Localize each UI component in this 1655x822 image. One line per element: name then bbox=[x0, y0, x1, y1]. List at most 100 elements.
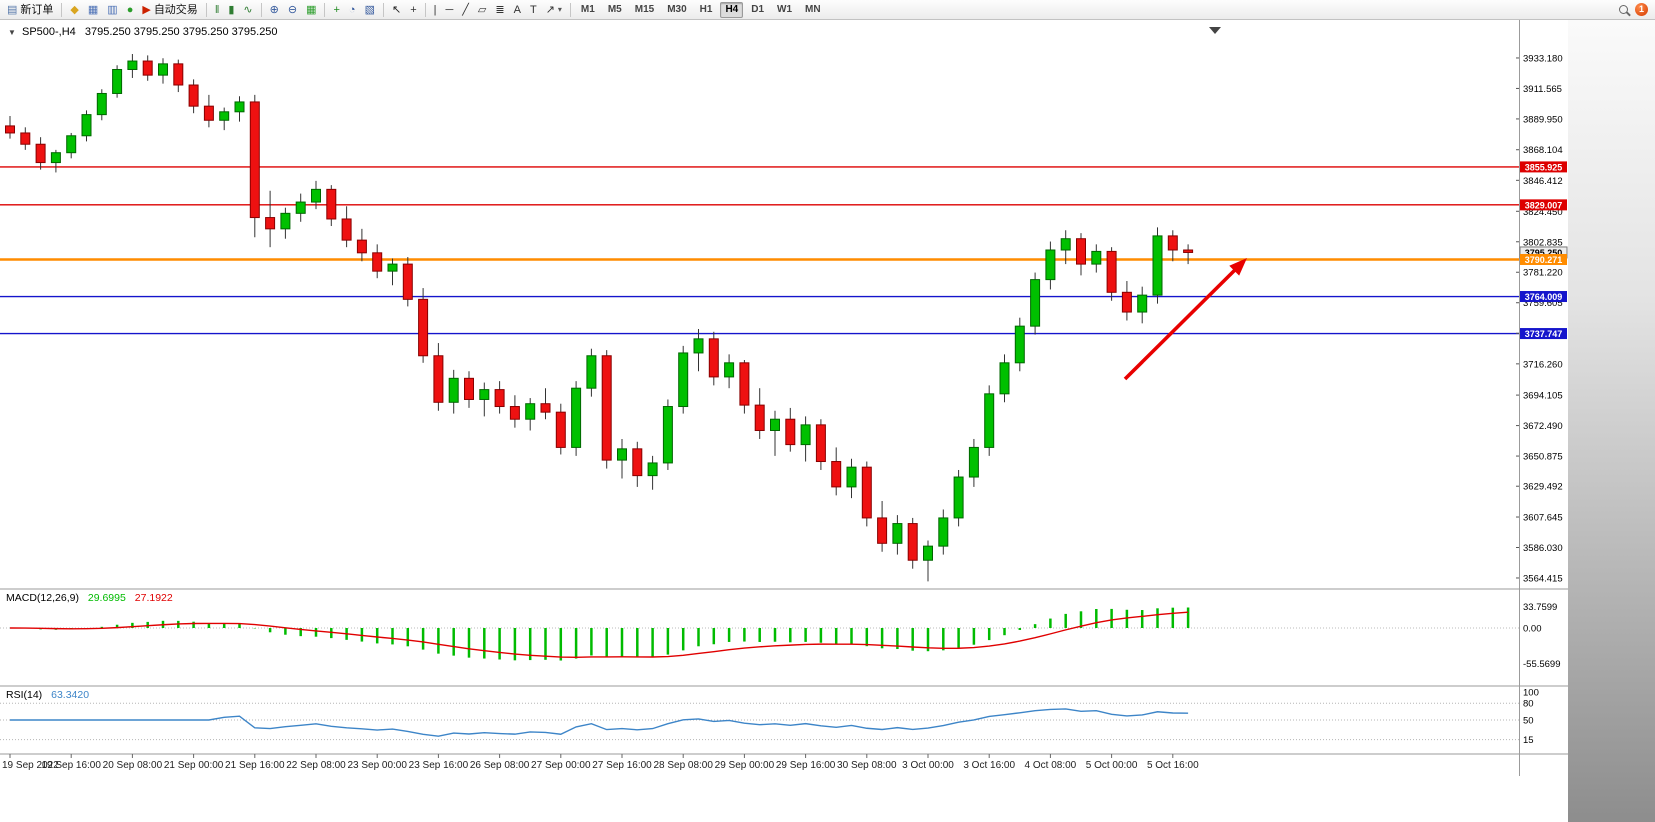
chart-shift-marker-icon[interactable] bbox=[1209, 27, 1221, 34]
objects-button[interactable]: ▧ bbox=[361, 1, 379, 19]
price-level-badge: 3737.747 bbox=[1520, 328, 1567, 340]
vertical-line-button[interactable]: | bbox=[430, 1, 441, 19]
channel-button[interactable]: ▱ bbox=[474, 1, 490, 19]
tile-windows-button[interactable]: ▦ bbox=[302, 1, 320, 19]
market-watch-button[interactable]: ◆ bbox=[66, 1, 82, 19]
svg-text:-55.5699: -55.5699 bbox=[1523, 659, 1561, 670]
svg-text:3824.450: 3824.450 bbox=[1523, 207, 1563, 218]
svg-text:3759.605: 3759.605 bbox=[1523, 298, 1563, 309]
svg-text:3564.415: 3564.415 bbox=[1523, 573, 1563, 584]
svg-text:4 Oct 08:00: 4 Oct 08:00 bbox=[1025, 760, 1077, 771]
svg-text:23 Sep 16:00: 23 Sep 16:00 bbox=[409, 760, 469, 771]
chart-window: 3933.180 3911.565 3889.950 3868.104 3846.412… bbox=[0, 20, 1655, 822]
textbox-button[interactable]: T bbox=[526, 1, 541, 19]
svg-text:5 Oct 00:00: 5 Oct 00:00 bbox=[1086, 760, 1138, 771]
market-watch-icon: ◆ bbox=[70, 3, 79, 16]
timeframe-d1-button[interactable]: D1 bbox=[751, 3, 765, 15]
navigator-button[interactable]: ▦ bbox=[84, 1, 102, 19]
macd-indicator-label: MACD(12,26,9) 29.6995 27.1922 bbox=[6, 592, 179, 604]
text-label-button[interactable]: A bbox=[510, 1, 525, 19]
candlesticks bbox=[5, 53, 1194, 582]
timeframe-h4-button[interactable]: H4 bbox=[720, 1, 744, 18]
autotrading-button[interactable]: ▶ 自动交易 bbox=[138, 1, 201, 19]
svg-text:20 Sep 08:00: 20 Sep 08:00 bbox=[103, 760, 163, 771]
svg-text:23 Sep 00:00: 23 Sep 00:00 bbox=[347, 760, 407, 771]
svg-text:33.7599: 33.7599 bbox=[1523, 602, 1557, 613]
svg-text:0.00: 0.00 bbox=[1523, 624, 1542, 635]
chart-collapse-icon[interactable]: ▼ bbox=[8, 28, 16, 37]
svg-text:21 Sep 16:00: 21 Sep 16:00 bbox=[225, 760, 285, 771]
indicators-button[interactable]: + bbox=[329, 1, 343, 19]
arrows-tool-button[interactable]: ↗ ▾ bbox=[542, 1, 566, 19]
line-chart-icon: ∿ bbox=[243, 3, 253, 16]
timeframe-toolbar: M1 M5 M15 M30 H1 H4 D1 W1 MN bbox=[575, 1, 827, 18]
cursor-icon: ↖ bbox=[391, 3, 402, 16]
strategy-tester-button[interactable]: ● bbox=[123, 1, 138, 19]
trendline-button[interactable]: ╱ bbox=[458, 1, 473, 19]
rsi-line bbox=[10, 708, 1189, 737]
svg-text:3846.412: 3846.412 bbox=[1523, 176, 1563, 187]
chart-ohlc-values: 3795.250 3795.250 3795.250 3795.250 bbox=[84, 26, 278, 38]
chart-symbol-timeframe: SP500-,H4 bbox=[21, 26, 76, 38]
textbox-icon: T bbox=[529, 3, 537, 16]
svg-text:3586.030: 3586.030 bbox=[1523, 543, 1563, 554]
trend-arrow-annotation[interactable] bbox=[1123, 258, 1247, 381]
svg-text:28 Sep 08:00: 28 Sep 08:00 bbox=[653, 760, 713, 771]
timeframe-m5-button[interactable]: M5 bbox=[607, 3, 622, 15]
fibonacci-icon: ≣ bbox=[495, 3, 505, 16]
svg-text:27 Sep 00:00: 27 Sep 00:00 bbox=[531, 760, 591, 771]
zoom-out-button[interactable]: ⊖ bbox=[284, 1, 301, 19]
horizontal-line-button[interactable]: ─ bbox=[442, 1, 458, 19]
svg-text:30 Sep 08:00: 30 Sep 08:00 bbox=[837, 760, 897, 771]
svg-text:3868.104: 3868.104 bbox=[1523, 145, 1563, 156]
tile-windows-icon: ▦ bbox=[306, 3, 317, 16]
bar-chart-button[interactable]: ‖ bbox=[211, 1, 224, 19]
crosshair-icon: + bbox=[410, 3, 417, 16]
indicators-icon: + bbox=[333, 3, 340, 16]
new-order-button[interactable]: ▤ 新订单 bbox=[3, 1, 57, 19]
timeframe-m30-button[interactable]: M30 bbox=[667, 3, 687, 15]
search-icon[interactable] bbox=[1619, 5, 1628, 14]
macd-main-value: 29.6995 bbox=[87, 592, 126, 604]
channel-icon: ▱ bbox=[477, 3, 487, 16]
zoom-in-button[interactable]: ⊕ bbox=[266, 1, 283, 19]
timeframe-mn-button[interactable]: MN bbox=[805, 3, 821, 15]
line-chart-button[interactable]: ∿ bbox=[239, 1, 256, 19]
notification-badge[interactable]: 1 bbox=[1635, 3, 1648, 16]
chart-canvas[interactable]: 3933.180 3911.565 3889.950 3868.104 3846.412… bbox=[0, 20, 1655, 822]
window-edge-strip bbox=[1568, 20, 1655, 822]
timeframe-m15-button[interactable]: M15 bbox=[634, 3, 655, 15]
svg-text:3790.271: 3790.271 bbox=[1525, 255, 1563, 265]
svg-text:100: 100 bbox=[1523, 688, 1539, 699]
timeframe-w1-button[interactable]: W1 bbox=[777, 3, 793, 15]
svg-text:3802.835: 3802.835 bbox=[1523, 237, 1563, 248]
cursor-button[interactable]: ↖ bbox=[388, 1, 405, 19]
svg-text:3737.747: 3737.747 bbox=[1525, 329, 1563, 339]
svg-text:5 Oct 16:00: 5 Oct 16:00 bbox=[1147, 760, 1199, 771]
timeframe-m1-button[interactable]: M1 bbox=[580, 3, 595, 15]
period-icon: ◔ bbox=[348, 3, 356, 16]
svg-text:3 Oct 16:00: 3 Oct 16:00 bbox=[963, 760, 1015, 771]
price-level-badge: 3790.271 bbox=[1520, 253, 1567, 265]
svg-text:27 Sep 16:00: 27 Sep 16:00 bbox=[592, 760, 652, 771]
period-button[interactable]: ◔ bbox=[345, 1, 360, 19]
svg-text:3629.492: 3629.492 bbox=[1523, 482, 1563, 493]
trendline-icon: ╱ bbox=[462, 3, 469, 16]
autotrading-icon: ▶ bbox=[142, 3, 151, 16]
price-axis[interactable]: 3933.180 3911.565 3889.950 3868.104 3846.412… bbox=[1516, 53, 1568, 746]
fibonacci-button[interactable]: ≣ bbox=[491, 1, 508, 19]
timeframe-h1-button[interactable]: H1 bbox=[699, 3, 713, 15]
terminal-button[interactable]: ▥ bbox=[103, 1, 121, 19]
bar-chart-icon: ‖ bbox=[214, 3, 220, 16]
svg-text:22 Sep 08:00: 22 Sep 08:00 bbox=[286, 760, 346, 771]
price-level-badge: 3855.925 bbox=[1520, 161, 1567, 173]
toolbar-items: ▤ 新订单 ◆ ▦ ▥ ● ▶ 自动交易 ‖ ▮ ∿ ⊕ ⊖ ▦ + ◔ ▧ ↖ + | ─ ╱ ▱ ≣ A T ↗ ▾ bbox=[3, 1, 574, 19]
zoom-in-icon: ⊕ bbox=[269, 3, 279, 16]
price-level-badge: 3764.009 bbox=[1520, 291, 1567, 303]
candlestick-chart-button[interactable]: ▮ bbox=[224, 1, 238, 19]
toolbar-separator bbox=[205, 2, 207, 17]
toolbar-separator bbox=[260, 2, 262, 17]
price-level-lines[interactable] bbox=[0, 166, 1519, 335]
crosshair-button[interactable]: + bbox=[406, 1, 420, 19]
